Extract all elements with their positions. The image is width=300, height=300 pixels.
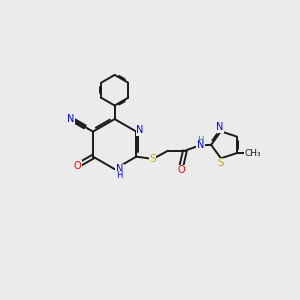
Text: H: H	[197, 136, 203, 145]
Text: S: S	[218, 158, 224, 168]
Text: N: N	[216, 122, 223, 132]
Text: O: O	[74, 161, 81, 171]
Text: H: H	[116, 171, 123, 180]
Text: N: N	[196, 140, 204, 150]
Text: O: O	[178, 165, 185, 175]
Text: N: N	[136, 125, 144, 135]
Text: N: N	[116, 164, 123, 174]
Text: CH₃: CH₃	[245, 149, 262, 158]
Text: N: N	[67, 114, 74, 124]
Text: S: S	[149, 154, 156, 164]
